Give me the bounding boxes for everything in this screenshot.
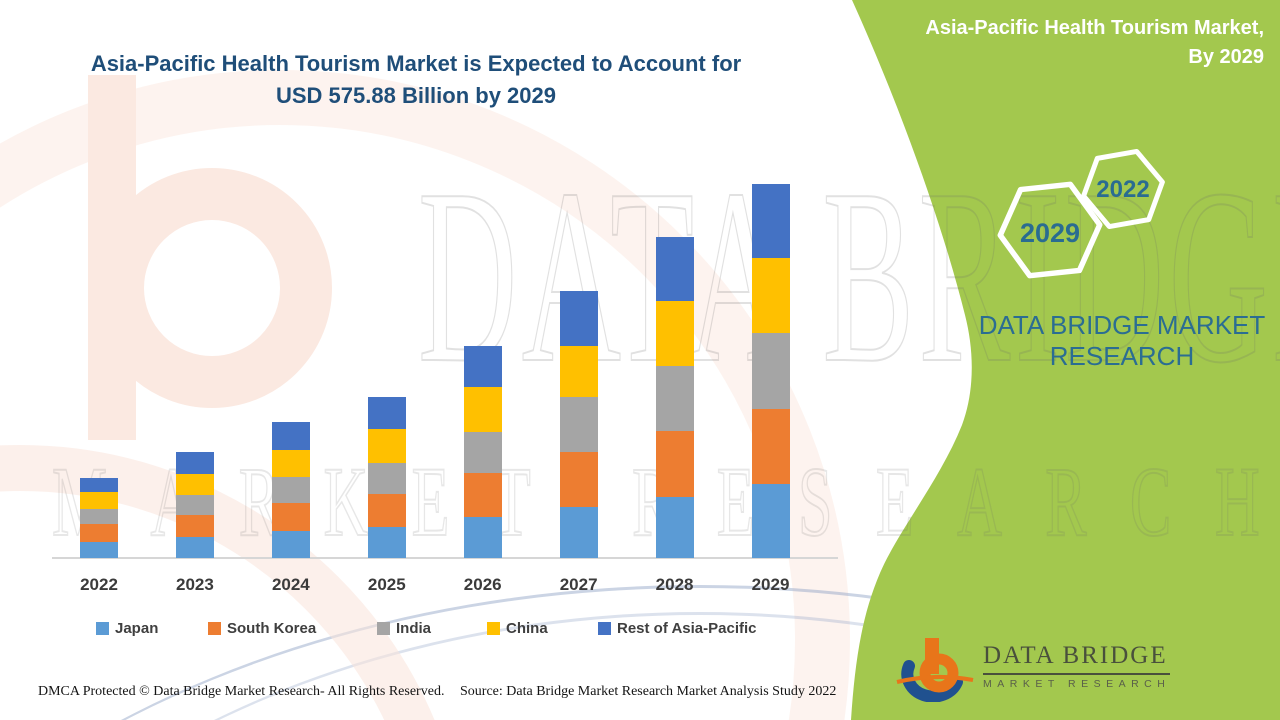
x-axis-label-2028: 2028 (655, 575, 694, 594)
bar-segment-2029-india (751, 333, 790, 409)
bar-segment-2024-india (271, 476, 310, 503)
bar-segment-2027-rest-of-asia-pacific (559, 291, 598, 347)
legend-item-japan: Japan (96, 620, 158, 637)
bar-segment-2029-south-korea (751, 408, 790, 484)
bar-segment-2022-japan (80, 542, 118, 558)
bar-segment-2026-india (463, 432, 502, 473)
bar-segment-2028-rest-of-asia-pacific (655, 237, 694, 302)
bar-segment-2028-china (655, 301, 694, 366)
legend-item-rest-of-asia-pacific: Rest of Asia-Pacific (598, 620, 757, 637)
bar-2022 (80, 478, 118, 558)
bar-segment-2025-japan (367, 527, 406, 558)
legend-label: Japan (115, 620, 159, 637)
bar-segment-2027-japan (559, 506, 598, 558)
bar-segment-2027-china (559, 346, 598, 397)
bar-segment-2029-china (751, 257, 790, 334)
bar-segment-2028-south-korea (655, 431, 694, 497)
footer-dmca-text: DMCA Protected © Data Bridge Market Rese… (38, 684, 445, 699)
x-axis-label-2022: 2022 (80, 575, 118, 594)
footer-source-text: Source: Data Bridge Market Research Mark… (460, 684, 837, 699)
hexagon-2029-icon (997, 181, 1103, 279)
bar-segment-2024-south-korea (271, 502, 310, 532)
side-panel-title-line2: By 2029 (1188, 46, 1264, 68)
x-axis-label-2023: 2023 (176, 575, 214, 594)
bar-segment-2022-china (80, 492, 118, 510)
bar-segment-2022-india (80, 509, 118, 525)
watermark-swoosh-arc (0, 612, 1280, 720)
data-bridge-logo-text: DATA BRIDGE MARKET RESEARCH (983, 642, 1171, 690)
bar-segment-2027-south-korea (559, 452, 598, 507)
brand-text-line2: RESEARCH (1049, 341, 1195, 371)
bar-segment-2023-japan (175, 537, 214, 558)
legend-label: South Korea (227, 620, 317, 637)
logo-name: DATA BRIDGE (983, 642, 1171, 675)
legend-item-china: China (487, 620, 548, 637)
hexagon-year-2022: 2022 (1096, 176, 1150, 203)
x-axis-line (52, 557, 838, 559)
legend-swatch-icon (96, 622, 109, 635)
bar-segment-2025-south-korea (367, 494, 406, 528)
bar-segment-2022-south-korea (80, 524, 118, 543)
bar-segment-2026-rest-of-asia-pacific (463, 345, 502, 388)
x-axis-label-2027: 2027 (559, 575, 598, 594)
legend-label: Rest of Asia-Pacific (617, 620, 757, 637)
side-panel-title-line1: Asia-Pacific Health Tourism Market, (925, 17, 1264, 39)
legend-swatch-icon (598, 622, 611, 635)
hexagon-year-2029: 2029 (1019, 218, 1081, 248)
hexagon-2022-icon (1081, 148, 1165, 230)
x-axis-label-2029: 2029 (751, 575, 790, 594)
legend-item-india: India (377, 620, 431, 637)
side-panel-title: Asia-Pacific Health Tourism Market, By 2… (925, 14, 1264, 72)
bar-2029 (751, 183, 790, 558)
bar-2024 (271, 422, 310, 558)
legend-swatch-icon (377, 622, 390, 635)
watermark-swoosh-arc (0, 585, 1280, 720)
bar-2027 (559, 291, 598, 558)
legend-label: China (506, 620, 548, 637)
bar-2026 (463, 345, 502, 558)
bar-segment-2026-south-korea (463, 472, 502, 518)
bar-segment-2024-rest-of-asia-pacific (271, 422, 310, 450)
bar-2025 (367, 396, 406, 558)
bar-2028 (655, 237, 694, 558)
legend-swatch-icon (208, 622, 221, 635)
bar-segment-2029-rest-of-asia-pacific (751, 183, 790, 258)
bar-segment-2026-japan (463, 517, 502, 558)
bar-segment-2029-japan (751, 483, 790, 558)
x-axis-label-2026: 2026 (463, 575, 502, 594)
x-axis-label-2024: 2024 (271, 575, 310, 594)
bar-2023 (175, 452, 214, 558)
bar-segment-2026-china (463, 387, 502, 432)
brand-text-line1: DATA BRIDGE MARKET (978, 310, 1266, 340)
bar-segment-2025-china (367, 429, 406, 464)
bar-segment-2028-japan (655, 496, 694, 558)
bar-segment-2022-rest-of-asia-pacific (80, 478, 118, 493)
x-axis-label-2025: 2025 (367, 575, 406, 594)
data-bridge-logo-icon (896, 638, 974, 702)
bar-segment-2023-china (175, 473, 214, 496)
bar-segment-2023-rest-of-asia-pacific (175, 452, 214, 474)
legend-item-south-korea: South Korea (208, 620, 316, 637)
bar-segment-2024-china (271, 449, 310, 477)
logo-subtitle: MARKET RESEARCH (983, 678, 1171, 690)
legend-label: India (396, 620, 432, 637)
bar-segment-2023-india (175, 495, 214, 516)
page-title-line1: Asia-Pacific Health Tourism Market is Ex… (90, 51, 742, 76)
legend-swatch-icon (487, 622, 500, 635)
bar-segment-2025-rest-of-asia-pacific (367, 396, 406, 430)
bar-segment-2027-india (559, 396, 598, 453)
bar-segment-2028-india (655, 365, 694, 432)
page-title: Asia-Pacific Health Tourism Market is Ex… (0, 48, 832, 112)
bar-segment-2025-india (367, 463, 406, 495)
bar-segment-2024-japan (271, 531, 310, 558)
side-panel-brand-text: DATA BRIDGE MARKET RESEARCH (960, 310, 1280, 372)
bar-segment-2023-south-korea (175, 515, 214, 538)
page-title-line2: USD 575.88 Billion by 2029 (275, 83, 557, 108)
